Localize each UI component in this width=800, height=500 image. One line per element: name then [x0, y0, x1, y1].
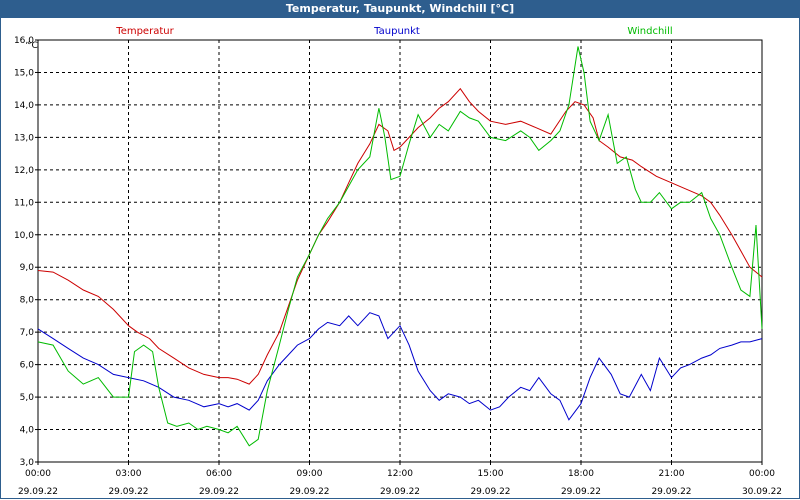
axes: 3,0 4,0 5,0 6,0 7,0 8,0 9,0 10,0 11,0 12,0 13,0 14,… [14, 36, 782, 497]
x-tick-time-label: 09:00 [297, 469, 323, 479]
legend-entry-temperatur: Temperatur [115, 26, 174, 37]
x-tick-date-label: 29.09.22 [380, 487, 420, 497]
y-tick-label: 9,0 [20, 263, 35, 273]
y-tick-label: 14,0 [14, 101, 34, 111]
y-tick-label: 5,0 [20, 393, 35, 403]
y-tick-label: 8,0 [20, 296, 35, 306]
x-tick-date-label: 29.09.22 [199, 487, 239, 497]
y-axis-label: °C [27, 41, 38, 51]
x-tick-time-label: 21:00 [659, 469, 685, 479]
series-line-temperatur [37, 87, 763, 385]
series-line-taupunkt [37, 312, 763, 421]
x-tick-date-label: 29.09.22 [18, 487, 58, 497]
x-tick-date-label: 29.09.22 [651, 487, 691, 497]
y-tick-label: 12,0 [14, 166, 34, 176]
x-tick-time-label: 00:00 [749, 469, 775, 479]
x-tick-time-label: 00:00 [25, 469, 51, 479]
y-tick-label: 7,0 [20, 328, 35, 338]
y-tick-label: 4,0 [20, 426, 35, 436]
y-tick-label: 13,0 [14, 133, 34, 143]
y-tick-label: 6,0 [20, 361, 35, 371]
x-tick-date-label: 29.09.22 [108, 487, 148, 497]
y-tick-label: 15,0 [14, 68, 34, 78]
y-tick-label: 16,0 [14, 36, 34, 46]
series-line-windchill [37, 46, 763, 447]
x-tick-time-label: 12:00 [387, 469, 413, 479]
x-tick-date-label: 29.09.22 [470, 487, 510, 497]
x-tick-time-label: 15:00 [478, 469, 504, 479]
x-tick-date-label: 30.09.22 [742, 487, 782, 497]
chart-title: Temperatur, Taupunkt, Windchill [°C] [0, 0, 800, 18]
x-tick-date-label: 29.09.22 [289, 487, 329, 497]
legend: Temperatur Taupunkt Windchill [115, 26, 672, 37]
y-tick-label: 11,0 [14, 198, 34, 208]
legend-entry-taupunkt: Taupunkt [373, 26, 420, 37]
series-lines [37, 46, 763, 447]
y-tick-label: 3,0 [20, 458, 35, 468]
x-tick-time-label: 03:00 [116, 469, 142, 479]
x-tick-date-label: 29.09.22 [561, 487, 601, 497]
grid [38, 40, 762, 462]
y-tick-label: 10,0 [14, 231, 34, 241]
x-tick-time-label: 06:00 [206, 469, 232, 479]
legend-entry-windchill: Windchill [627, 26, 672, 37]
x-tick-time-label: 18:00 [568, 469, 594, 479]
